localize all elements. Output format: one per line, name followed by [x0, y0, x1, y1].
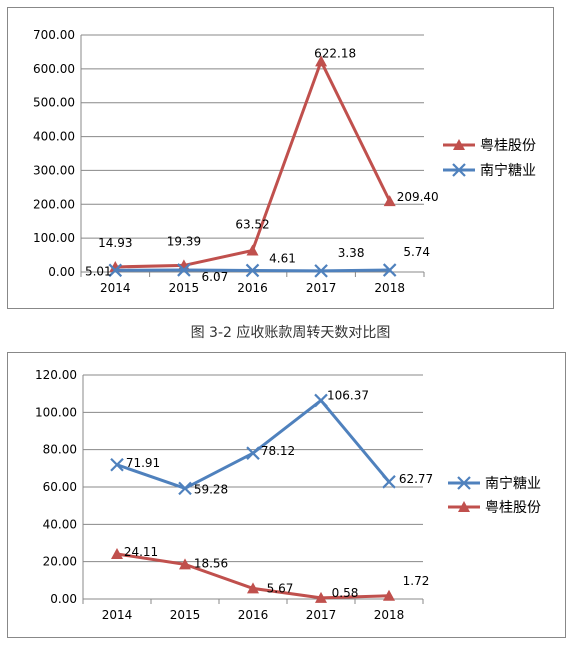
chart1-data-point	[245, 263, 260, 278]
chart1-x-tick-label: 2014	[100, 281, 131, 295]
chart2-data-point	[383, 589, 395, 601]
chart1-y-tick-label: 400.00	[33, 130, 75, 144]
chart2-x-tick-label: 2016	[238, 608, 269, 622]
chart2-data-label: 0.58	[332, 586, 359, 600]
chart-2-frame: 0.00 20.00 40.00 60.00 80.00 100.00 120.00 2014…	[7, 352, 566, 638]
chart1-data-point	[108, 263, 123, 278]
chart1-x-tick-label: 2016	[237, 281, 268, 295]
chart1-legend-label: 粤桂股份	[480, 138, 536, 154]
chart2-data-label: 1.72	[403, 574, 430, 588]
chart2-y-tick-label: 100.00	[35, 405, 77, 419]
chart2-x-tick-label: 2017	[306, 608, 337, 622]
chart2-data-point	[179, 558, 191, 570]
chart2-y-tick-label: 0.00	[50, 592, 77, 606]
chart2-x-tick-label: 2014	[102, 608, 133, 622]
chart2-data-label: 71.91	[126, 456, 160, 470]
chart2-x-tick-label: 2018	[374, 608, 405, 622]
chart1-data-label: 4.61	[269, 251, 296, 265]
chart2-series-line	[116, 398, 391, 490]
chart1-y-tick-label: 200.00	[33, 197, 75, 211]
chart1-y-tick-label: 300.00	[33, 163, 75, 177]
chart1-data-label: 5.01	[85, 264, 112, 278]
chart2-data-point	[315, 591, 327, 603]
chart1-data-point	[177, 263, 191, 277]
chart2-data-point	[110, 457, 124, 472]
chart1-data-point	[246, 244, 259, 256]
chart2-data-label: 5.67	[267, 581, 294, 595]
chart1-data-label: 209.40	[397, 190, 439, 204]
chart-1-frame: 0.00 100.00 200.00 300.00 400.00 500.00 600.00…	[7, 7, 554, 309]
chart2-legend-label: 南宁糖业	[485, 475, 541, 492]
chart2-y-tick-label: 80.00	[43, 443, 77, 457]
chart2-data-label: 78.12	[261, 444, 295, 458]
chart2-data-label: 62.77	[399, 472, 433, 486]
chart1-legend-marker	[453, 139, 465, 150]
chart1-legend-label: 南宁糖业	[480, 162, 536, 179]
chart2-data-point	[382, 475, 396, 489]
chart1-data-label: 19.39	[167, 234, 201, 248]
chart1-x-tick-label: 2018	[374, 281, 405, 295]
chart1-legend-marker	[452, 163, 466, 177]
chart2-y-tick-label: 20.00	[43, 555, 77, 569]
chart2-x-tick-label: 2015	[170, 608, 201, 622]
chart2-data-point	[178, 481, 192, 496]
chart1-x-tick-label: 2017	[306, 281, 337, 295]
chart1-data-label: 622.18	[314, 46, 356, 60]
figure-caption: 图 3-2 应收账款周转天数对比图	[190, 325, 391, 341]
chart1-y-tick-label: 600.00	[33, 62, 75, 76]
chart2-y-tick-label: 40.00	[43, 517, 77, 531]
chart-1: 0.00 100.00 200.00 300.00 400.00 500.00 600.00…	[33, 28, 536, 295]
chart1-y-tick-label: 0.00	[48, 265, 75, 279]
chart1-data-point	[382, 263, 397, 277]
chart2-data-label: 106.37	[327, 388, 369, 402]
chart1-data-label: 3.38	[338, 246, 365, 260]
chart1-series-line	[115, 59, 392, 269]
chart1-y-tick-label: 700.00	[33, 28, 75, 42]
chart2-legend-marker	[457, 476, 471, 490]
chart1-data-point	[314, 264, 328, 278]
chart2-legend-label: 粤桂股份	[485, 500, 541, 516]
chart1-x-tick-label: 2015	[169, 281, 200, 295]
chart1-y-tick-label: 500.00	[33, 96, 75, 110]
chart2-legend-marker	[458, 501, 470, 512]
chart2-data-label: 24.11	[124, 545, 158, 559]
chart1-data-point	[315, 55, 328, 67]
chart1-data-point	[383, 195, 396, 207]
chart2-y-tick-label: 120.00	[35, 368, 77, 382]
chart2-data-point	[314, 393, 328, 408]
chart-2: 0.00 20.00 40.00 60.00 80.00 100.00 120.00 2014…	[35, 368, 541, 622]
chart2-data-point	[247, 582, 259, 594]
chart2-data-point	[111, 547, 123, 559]
chart1-data-label: 5.74	[403, 245, 430, 259]
chart1-data-label: 6.07	[202, 270, 229, 284]
chart1-data-label: 14.93	[98, 236, 132, 250]
chart1-y-tick-label: 100.00	[33, 231, 75, 245]
chart2-data-label: 59.28	[194, 482, 228, 496]
chart2-data-point	[246, 446, 260, 460]
chart2-data-label: 18.56	[194, 556, 228, 570]
chart1-data-label: 63.52	[235, 217, 269, 231]
chart2-y-tick-label: 60.00	[43, 480, 77, 494]
